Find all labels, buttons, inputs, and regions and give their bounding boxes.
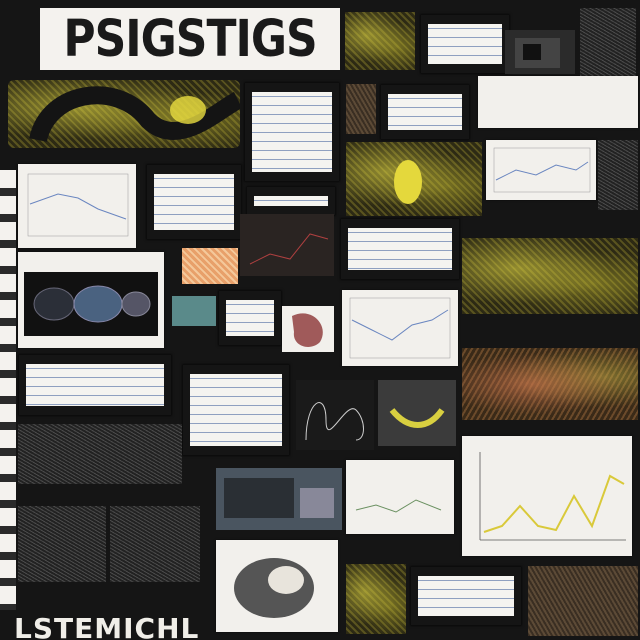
line-chart-thumbnail-bottom-svg [355,499,442,513]
orange-texture-image [182,248,238,284]
tissue-image-top-center [345,12,415,70]
left-edge-strip [0,170,16,610]
line-chart-thumbnail-right-svg [493,147,591,193]
line-chart-thumbnail-bottom [346,460,454,534]
tissue-image-right-wide [462,238,638,314]
dark-panel-with-graph [240,214,334,276]
tissue-image-orange [462,348,638,420]
tissue-image-brown-small [346,84,376,134]
title-banner: PSIGSTIGS [40,8,340,70]
document-thumbnail-text-3 [246,186,336,216]
cells-image-panel [18,252,164,348]
line-chart-thumbnail-left [18,164,136,248]
line-chart-thumbnail-right [486,140,596,200]
tissue-image-middle [346,142,482,216]
tissue-swirl-graphic [29,86,240,143]
organ-illustration [282,306,334,352]
dark-rock-image [505,30,575,74]
neuron-image-1 [18,424,182,484]
document-thumbnail-table-2 [218,290,282,346]
cross-section-image [216,540,338,632]
document-thumbnail-chart-top [420,14,510,74]
neuron-image-2 [18,506,106,582]
document-thumbnail-text-2 [146,164,242,240]
main-line-chart-svg [479,452,626,541]
document-thumbnail-text-4 [340,218,460,280]
document-thumbnail-table-1 [244,82,340,182]
line-chart-thumbnail-left-svg [27,173,129,237]
bar-chart-thumbnail-left [18,354,172,416]
tissue-image-right-small [598,140,638,210]
line-chart-thumbnail-center-svg [349,297,451,359]
tissue-image-bottom-2 [528,566,638,636]
document-thumbnail-blank [478,76,638,128]
shell-image [378,380,456,446]
collage-footer-text: LSTEMICHL [14,612,200,640]
document-thumbnail-text-1 [380,84,470,140]
document-thumbnail-text-5 [182,364,290,456]
teal-image-small [172,296,216,326]
machine-image [216,468,342,530]
line-chart-thumbnail-center [342,290,458,366]
neuron-image-3 [110,506,200,582]
line-drawing-panel [296,380,374,450]
tissue-image-top-left [8,80,240,148]
main-line-chart [462,436,632,556]
cells-image [24,272,158,336]
tissue-image-top-right [580,8,636,78]
collage-title: PSIGSTIGS [63,9,317,69]
document-thumbnail-text-6 [410,566,522,626]
tissue-image-bottom-1 [346,564,406,634]
main-chart-series-line [483,474,625,533]
